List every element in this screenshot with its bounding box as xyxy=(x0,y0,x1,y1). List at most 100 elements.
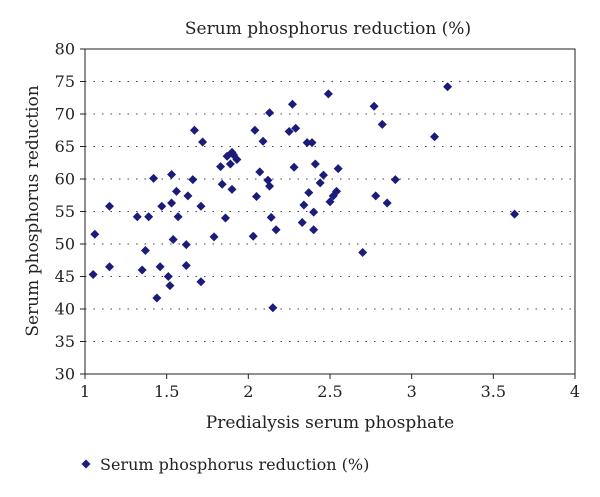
y-tick-label: 70 xyxy=(55,105,75,124)
data-point xyxy=(297,218,307,228)
data-point xyxy=(265,108,275,118)
data-point xyxy=(149,173,159,183)
y-tick-label: 30 xyxy=(55,365,75,384)
x-tick-label: 4 xyxy=(570,382,580,401)
data-point xyxy=(168,234,178,244)
gridlines xyxy=(85,81,575,342)
x-tick-label: 3.5 xyxy=(481,382,506,401)
data-point xyxy=(90,229,100,239)
data-point xyxy=(248,231,258,241)
data-point xyxy=(333,164,343,174)
data-points xyxy=(88,82,520,313)
data-point xyxy=(266,212,276,222)
data-point xyxy=(510,209,520,219)
x-tick-label: 2 xyxy=(243,382,253,401)
y-tick-label: 50 xyxy=(55,235,75,254)
data-point xyxy=(189,125,199,135)
data-point xyxy=(173,212,183,222)
data-point xyxy=(382,198,392,208)
data-point xyxy=(216,162,226,172)
data-point xyxy=(304,188,314,198)
data-point xyxy=(284,127,294,137)
data-point xyxy=(325,197,335,207)
data-point xyxy=(220,213,230,223)
y-axis-ticks: 30 35 40 45 50 55 60 65 70 75 80 xyxy=(55,40,85,384)
data-point xyxy=(309,207,319,217)
data-point xyxy=(252,192,261,202)
data-point xyxy=(289,162,299,172)
y-tick-label: 65 xyxy=(55,137,75,156)
data-point xyxy=(315,178,325,188)
data-point xyxy=(105,201,114,211)
data-point xyxy=(181,260,191,270)
y-axis-label: Serum phosphorus reduction xyxy=(23,85,43,336)
data-point xyxy=(255,167,265,177)
data-point xyxy=(144,212,154,222)
data-point xyxy=(155,262,165,272)
y-tick-label: 45 xyxy=(55,267,75,286)
data-point xyxy=(140,246,150,255)
legend-marker-icon xyxy=(81,459,91,469)
data-point xyxy=(302,138,312,148)
data-point xyxy=(132,212,142,222)
data-point xyxy=(390,175,400,185)
legend-label: Serum phosphorus reduction (%) xyxy=(100,455,369,474)
data-point xyxy=(323,89,333,99)
data-point xyxy=(167,169,177,179)
data-point xyxy=(225,159,235,169)
data-point xyxy=(217,179,227,189)
data-point xyxy=(309,225,319,235)
data-point xyxy=(196,277,206,287)
data-point xyxy=(137,265,147,275)
data-point xyxy=(430,132,440,142)
data-point xyxy=(371,191,381,201)
data-point xyxy=(291,123,301,133)
x-axis-ticks: 1 1.5 2 2.5 3 3.5 4 xyxy=(80,374,580,401)
data-point xyxy=(271,225,281,235)
data-point xyxy=(318,170,328,180)
legend: Serum phosphorus reduction (%) xyxy=(81,455,369,474)
data-point xyxy=(165,281,175,291)
data-point xyxy=(196,201,206,211)
data-point xyxy=(307,138,317,148)
data-point xyxy=(369,101,379,111)
data-point xyxy=(171,186,181,196)
data-point xyxy=(258,136,268,146)
data-point xyxy=(310,159,320,169)
data-point xyxy=(250,125,260,135)
data-point xyxy=(268,303,278,313)
data-point xyxy=(358,247,368,257)
y-tick-label: 60 xyxy=(55,170,75,189)
chart-title: Serum phosphorus reduction (%) xyxy=(185,19,471,39)
data-point xyxy=(157,201,167,211)
data-point xyxy=(181,240,191,250)
y-tick-label: 80 xyxy=(55,40,75,59)
data-point xyxy=(105,262,114,272)
data-point xyxy=(377,119,387,129)
data-point xyxy=(287,99,297,109)
data-point xyxy=(332,186,342,196)
y-tick-label: 55 xyxy=(55,202,75,221)
x-tick-label: 2.5 xyxy=(317,382,342,401)
data-point xyxy=(167,198,177,208)
data-point xyxy=(152,293,162,303)
data-point xyxy=(209,232,219,242)
data-point xyxy=(183,191,193,201)
data-point xyxy=(88,270,98,280)
x-axis-label: Predialysis serum phosphate xyxy=(206,413,454,433)
data-point xyxy=(265,181,275,191)
data-point xyxy=(443,82,453,92)
data-point xyxy=(188,175,198,185)
y-tick-label: 75 xyxy=(55,72,75,91)
data-point xyxy=(198,137,208,147)
x-tick-label: 1.5 xyxy=(154,382,179,401)
x-tick-label: 1 xyxy=(80,382,90,401)
data-point xyxy=(163,272,173,281)
data-point xyxy=(227,184,237,194)
data-point xyxy=(232,155,242,164)
y-tick-label: 40 xyxy=(55,300,75,319)
x-tick-label: 3 xyxy=(407,382,417,401)
data-point xyxy=(299,200,309,210)
y-tick-label: 35 xyxy=(55,332,75,351)
